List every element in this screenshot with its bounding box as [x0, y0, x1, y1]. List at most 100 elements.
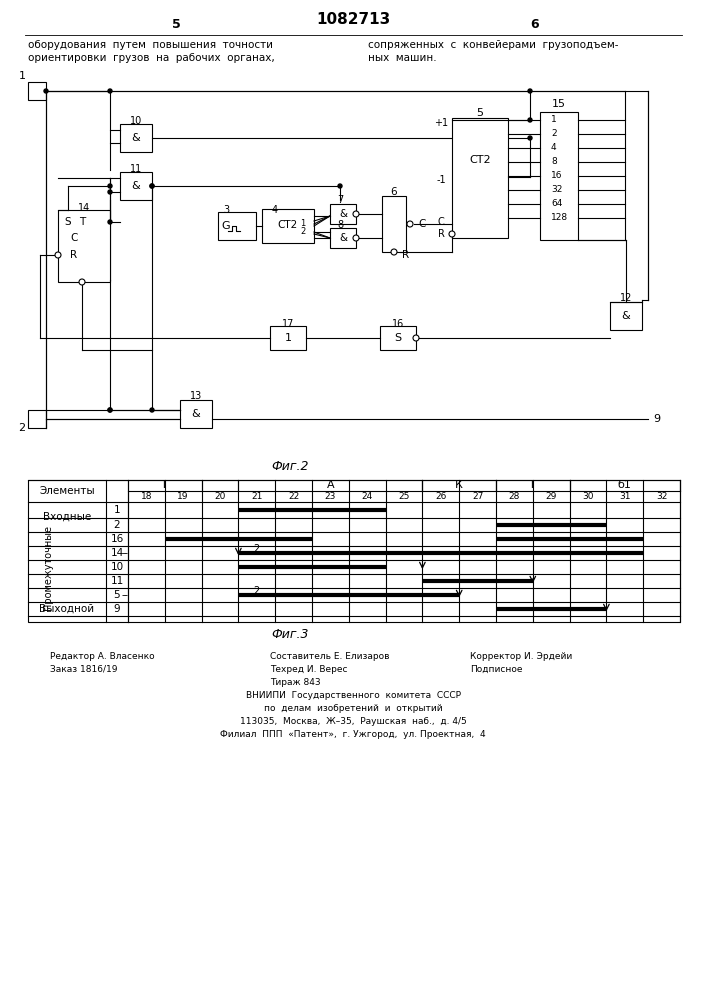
- Text: C: C: [419, 219, 426, 229]
- Circle shape: [407, 221, 413, 227]
- Text: Подписное: Подписное: [470, 665, 522, 674]
- Text: --: --: [122, 548, 129, 558]
- Circle shape: [353, 235, 359, 241]
- Text: Техред И. Верес: Техред И. Верес: [270, 665, 348, 674]
- Bar: [610, 302, 642, 330]
- Circle shape: [108, 89, 112, 93]
- Text: 24: 24: [361, 492, 373, 501]
- Text: CT2: CT2: [469, 155, 491, 165]
- Text: Заказ 1816/19: Заказ 1816/19: [50, 665, 117, 674]
- Text: +1: +1: [434, 118, 448, 128]
- Text: 29: 29: [546, 492, 557, 501]
- Bar: [382, 196, 406, 252]
- Bar: [58, 210, 110, 282]
- Circle shape: [528, 118, 532, 122]
- Text: &: &: [132, 181, 141, 191]
- Circle shape: [150, 184, 154, 188]
- Text: 10: 10: [110, 562, 124, 572]
- Text: 7: 7: [337, 195, 343, 205]
- Text: Т: Т: [530, 481, 536, 490]
- Text: 15: 15: [552, 99, 566, 109]
- Text: &: &: [621, 311, 631, 321]
- Text: 3: 3: [223, 205, 229, 215]
- Bar: [120, 124, 152, 152]
- Bar: [180, 400, 212, 428]
- Text: 1: 1: [114, 505, 120, 515]
- Circle shape: [108, 190, 112, 194]
- Text: Редактор А. Власенко: Редактор А. Власенко: [50, 652, 155, 661]
- Text: 2: 2: [18, 423, 25, 433]
- Text: 2: 2: [254, 544, 260, 554]
- Text: 19: 19: [177, 492, 189, 501]
- Bar: [262, 209, 314, 243]
- Text: 14: 14: [78, 203, 90, 213]
- Text: 1: 1: [18, 71, 25, 81]
- Text: 9: 9: [653, 414, 660, 424]
- Text: 23: 23: [325, 492, 336, 501]
- Circle shape: [79, 279, 85, 285]
- Bar: [452, 118, 508, 238]
- Text: S: S: [395, 333, 402, 343]
- Bar: [270, 326, 306, 350]
- Text: 2: 2: [114, 520, 120, 530]
- Text: 5: 5: [172, 18, 180, 31]
- Circle shape: [108, 408, 112, 412]
- Bar: [380, 326, 416, 350]
- Text: 6: 6: [391, 187, 397, 197]
- Text: C: C: [70, 233, 78, 243]
- Text: 10: 10: [130, 116, 142, 126]
- Text: -1: -1: [436, 175, 446, 185]
- Text: 14: 14: [110, 548, 124, 558]
- Circle shape: [55, 252, 61, 258]
- Circle shape: [353, 211, 359, 217]
- Text: G: G: [222, 221, 230, 231]
- Bar: [28, 82, 46, 100]
- Text: 17: 17: [282, 319, 294, 329]
- Text: 22: 22: [288, 492, 299, 501]
- Text: Входные: Входные: [43, 512, 91, 522]
- Bar: [28, 480, 680, 622]
- Text: R: R: [438, 229, 445, 239]
- Bar: [330, 204, 356, 224]
- Text: 25: 25: [398, 492, 409, 501]
- Text: 1: 1: [284, 333, 291, 343]
- Text: &: &: [339, 233, 347, 243]
- Text: Тираж 843: Тираж 843: [270, 678, 321, 687]
- Text: 5: 5: [114, 590, 120, 600]
- Bar: [330, 228, 356, 248]
- Text: 21: 21: [251, 492, 262, 501]
- Text: --: --: [122, 590, 129, 600]
- Text: 16: 16: [392, 319, 404, 329]
- Text: 64: 64: [551, 200, 562, 209]
- Text: 16: 16: [551, 172, 563, 180]
- Text: Промежуточные: Промежуточные: [42, 524, 52, 609]
- Text: 26: 26: [435, 492, 447, 501]
- Text: T: T: [79, 217, 85, 227]
- Text: Составитель Е. Елизаров: Составитель Е. Елизаров: [270, 652, 390, 661]
- Text: 32: 32: [551, 186, 562, 194]
- Text: &: &: [339, 209, 347, 219]
- Bar: [28, 410, 46, 428]
- Text: Элементы: Элементы: [39, 486, 95, 496]
- Text: 30: 30: [583, 492, 594, 501]
- Text: ных  машин.: ных машин.: [368, 53, 437, 63]
- Text: &: &: [192, 409, 200, 419]
- Text: 128: 128: [551, 214, 568, 223]
- Text: ориентировки  грузов  на  рабочих  органах,: ориентировки грузов на рабочих органах,: [28, 53, 275, 63]
- Circle shape: [391, 249, 397, 255]
- Text: Выходной: Выходной: [40, 604, 95, 614]
- Text: по  делам  изобретений  и  открытий: по делам изобретений и открытий: [264, 704, 443, 713]
- Text: 18: 18: [141, 492, 152, 501]
- Text: 28: 28: [509, 492, 520, 501]
- Text: 12: 12: [620, 293, 632, 303]
- Bar: [120, 172, 152, 200]
- Text: &: &: [132, 133, 141, 143]
- Text: R: R: [402, 250, 409, 260]
- Circle shape: [528, 89, 532, 93]
- Text: 11: 11: [130, 164, 142, 174]
- Circle shape: [44, 89, 48, 93]
- Text: 5: 5: [477, 108, 484, 118]
- Text: Фиг.2: Фиг.2: [271, 460, 309, 474]
- Text: 9: 9: [114, 604, 120, 614]
- Text: 2: 2: [254, 586, 260, 596]
